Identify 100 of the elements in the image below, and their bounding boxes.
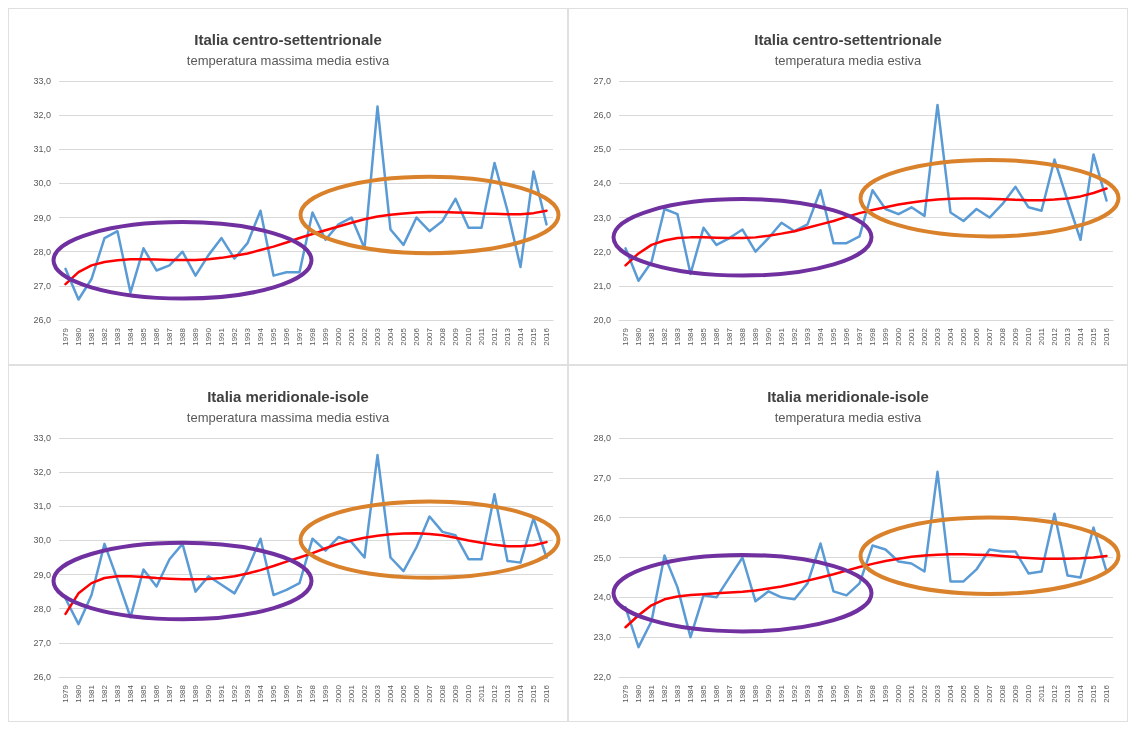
x-tick-label: 1994 — [256, 684, 265, 703]
x-tick-label: 2012 — [490, 684, 499, 703]
x-tick-label: 1992 — [790, 684, 799, 703]
x-tick-label: 1995 — [829, 327, 838, 346]
x-tick-label: 2008 — [998, 684, 1007, 703]
x-tick-label: 1993 — [803, 327, 812, 346]
x-tick-label: 2002 — [360, 684, 369, 703]
chart-title: Italia meridionale-isole — [207, 388, 369, 405]
x-tick-label: 2003 — [933, 684, 942, 703]
x-tick-label: 1985 — [139, 327, 148, 346]
x-tick-label: 1992 — [230, 327, 239, 346]
chart-subtitle: temperatura massima media estiva — [186, 53, 390, 68]
x-tick-label: 2008 — [438, 327, 447, 346]
x-tick-label: 2015 — [529, 684, 538, 703]
x-tick-label: 2003 — [373, 684, 382, 703]
x-tick-label: 2005 — [399, 684, 408, 703]
x-tick-label: 2010 — [464, 684, 473, 703]
x-tick-label: 2010 — [1024, 684, 1033, 703]
x-tick-label: 2011 — [1037, 684, 1046, 703]
x-tick-label: 1988 — [738, 327, 747, 346]
x-tick-label: 2016 — [542, 684, 551, 703]
x-tick-label: 2000 — [894, 684, 903, 703]
x-tick-label: 1989 — [191, 684, 200, 703]
x-tick-label: 2001 — [907, 684, 916, 703]
y-tick-label: 26,0 — [593, 110, 611, 121]
x-tick-label: 1991 — [217, 327, 226, 346]
x-tick-label: 1991 — [217, 684, 226, 703]
y-tick-label: 31,0 — [33, 144, 51, 155]
y-tick-label: 32,0 — [33, 110, 51, 121]
chart-title: Italia centro-settentrionale — [754, 31, 942, 48]
x-tick-label: 2003 — [373, 327, 382, 346]
x-tick-label: 1992 — [790, 327, 799, 346]
y-tick-label: 22,0 — [593, 672, 611, 682]
x-tick-label: 2015 — [529, 327, 538, 346]
x-tick-label: 2008 — [438, 684, 447, 703]
y-tick-label: 25,0 — [593, 552, 611, 563]
y-tick-label: 21,0 — [593, 280, 611, 291]
x-tick-label: 2012 — [1050, 327, 1059, 346]
x-tick-label: 2006 — [412, 684, 421, 703]
x-tick-label: 1989 — [751, 327, 760, 346]
x-tick-label: 2014 — [516, 684, 525, 703]
x-tick-label: 2002 — [920, 327, 929, 346]
y-tick-label: 23,0 — [593, 632, 611, 643]
x-tick-label: 2011 — [1037, 327, 1046, 346]
x-tick-label: 2016 — [1102, 327, 1111, 346]
x-tick-label: 1995 — [269, 327, 278, 346]
x-tick-label: 1988 — [178, 684, 187, 703]
x-tick-label: 1983 — [673, 327, 682, 346]
x-tick-label: 2014 — [516, 327, 525, 346]
x-tick-label: 2001 — [347, 327, 356, 346]
x-tick-label: 1980 — [74, 684, 83, 703]
x-tick-label: 1996 — [282, 327, 291, 346]
chart-subtitle: temperatura media estiva — [774, 410, 923, 425]
y-tick-label: 29,0 — [33, 569, 51, 580]
x-tick-label: 1996 — [842, 327, 851, 346]
y-tick-label: 24,0 — [593, 178, 611, 189]
x-tick-label: 2005 — [959, 327, 968, 346]
x-tick-label: 2012 — [1050, 684, 1059, 703]
x-tick-label: 1995 — [269, 684, 278, 703]
x-tick-label: 2005 — [399, 327, 408, 346]
x-tick-label: 1982 — [660, 684, 669, 703]
x-tick-label: 1991 — [777, 327, 786, 346]
x-tick-label: 2000 — [334, 327, 343, 346]
x-tick-label: 1993 — [803, 684, 812, 703]
x-tick-label: 1983 — [113, 684, 122, 703]
x-tick-label: 1987 — [165, 327, 174, 346]
x-tick-label: 2013 — [1063, 684, 1072, 703]
line-series — [64, 209, 548, 286]
x-tick-label: 1987 — [725, 327, 734, 346]
y-tick-label: 27,0 — [33, 637, 51, 648]
x-tick-label: 2013 — [503, 684, 512, 703]
y-tick-label: 25,0 — [593, 144, 611, 155]
x-tick-label: 1997 — [855, 327, 864, 346]
x-tick-label: 2011 — [477, 327, 486, 346]
y-tick-label: 20,0 — [593, 315, 611, 325]
x-tick-label: 2016 — [1102, 684, 1111, 703]
x-tick-label: 1981 — [87, 327, 96, 346]
x-tick-label: 1987 — [725, 684, 734, 703]
x-tick-label: 1997 — [855, 684, 864, 703]
x-tick-label: 1980 — [634, 684, 643, 703]
y-tick-label: 28,0 — [33, 246, 51, 257]
x-tick-label: 2002 — [360, 327, 369, 346]
x-tick-label: 1982 — [100, 327, 109, 346]
x-tick-label: 2004 — [386, 684, 395, 703]
x-tick-label: 2004 — [946, 327, 955, 346]
x-tick-label: 2013 — [1063, 327, 1072, 346]
x-tick-label: 1981 — [87, 684, 96, 703]
x-tick-label: 2006 — [972, 327, 981, 346]
y-tick-label: 30,0 — [33, 535, 51, 546]
y-tick-label: 26,0 — [33, 315, 51, 325]
x-tick-label: 1999 — [881, 327, 890, 346]
x-tick-label: 2004 — [386, 327, 395, 346]
line-series — [624, 187, 1108, 267]
y-tick-label: 32,0 — [33, 467, 51, 478]
y-tick-label: 24,0 — [593, 592, 611, 603]
x-tick-label: 1983 — [113, 327, 122, 346]
x-tick-label: 1989 — [191, 327, 200, 346]
x-tick-label: 1979 — [61, 684, 70, 703]
y-tick-label: 33,0 — [33, 76, 51, 86]
x-tick-label: 1999 — [881, 684, 890, 703]
